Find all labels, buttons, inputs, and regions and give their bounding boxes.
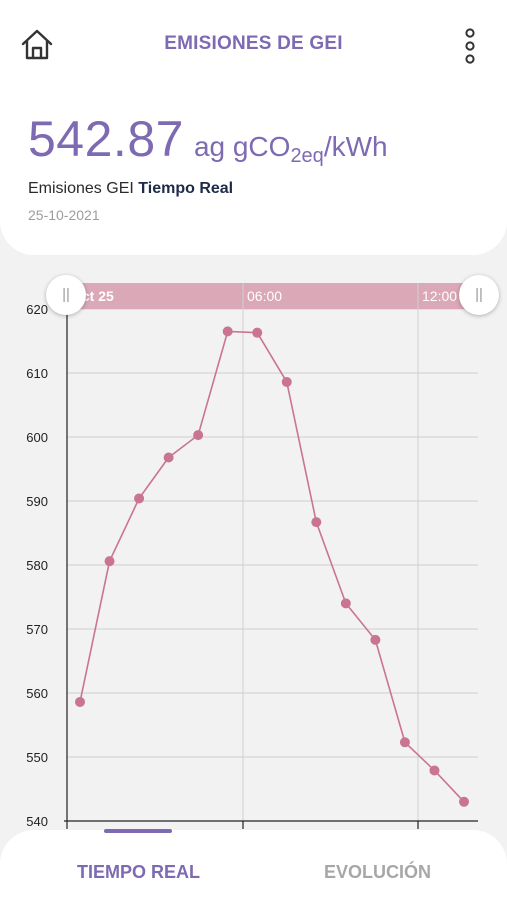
y-tick-label: 540 xyxy=(26,814,48,829)
time-label: 06:00 xyxy=(247,288,282,304)
data-point xyxy=(429,765,440,776)
summary-card: EMISIONES DE GEI 542.87 ag gCO2eq/kWh Emi… xyxy=(0,0,507,255)
range-handle-left[interactable]: || xyxy=(46,275,86,315)
data-point xyxy=(252,327,263,338)
page-title: EMISIONES DE GEI xyxy=(164,33,343,54)
tab-tiempo-real[interactable]: TIEMPO REAL xyxy=(77,862,201,882)
data-point xyxy=(281,376,292,387)
time-label: 12:00 xyxy=(422,288,457,304)
data-point xyxy=(459,796,469,807)
data-point xyxy=(340,598,351,609)
active-tab-indicator xyxy=(104,829,172,833)
y-tick-label: 600 xyxy=(26,430,48,445)
home-icon[interactable] xyxy=(20,28,54,62)
y-tick-label: 590 xyxy=(26,494,48,509)
data-point xyxy=(193,430,204,441)
y-tick-label: 620 xyxy=(26,302,48,317)
data-point xyxy=(311,517,322,528)
series-line xyxy=(79,330,465,803)
emissions-date: 25-10-2021 xyxy=(28,207,100,223)
data-point xyxy=(104,556,115,567)
y-tick-label: 570 xyxy=(26,622,48,637)
bottom-tab-bar: TIEMPO REAL EVOLUCIÓN xyxy=(0,830,507,900)
emissions-value: 542.87 xyxy=(28,111,184,167)
tab-evolucion[interactable]: EVOLUCIÓN xyxy=(324,862,432,882)
data-point xyxy=(222,326,233,337)
emissions-value-display: 542.87 ag gCO2eq/kWh xyxy=(28,110,388,168)
y-tick-label: 580 xyxy=(26,558,48,573)
data-point xyxy=(399,737,410,748)
data-point xyxy=(75,696,85,707)
time-band xyxy=(67,283,478,309)
y-tick-label: 610 xyxy=(26,366,48,381)
emissions-label: Emisiones GEI Tiempo Real xyxy=(28,180,234,197)
data-point xyxy=(163,452,174,463)
emissions-unit: ag gCO2eq/kWh xyxy=(193,131,388,167)
y-tick-label: 550 xyxy=(26,750,48,765)
emissions-label-mode: Tiempo Real xyxy=(138,180,234,197)
data-point xyxy=(370,634,381,645)
range-handle-right[interactable]: || xyxy=(459,275,499,315)
data-point xyxy=(134,493,145,504)
y-tick-label: 560 xyxy=(26,686,48,701)
kebab-menu-icon[interactable] xyxy=(458,27,482,65)
